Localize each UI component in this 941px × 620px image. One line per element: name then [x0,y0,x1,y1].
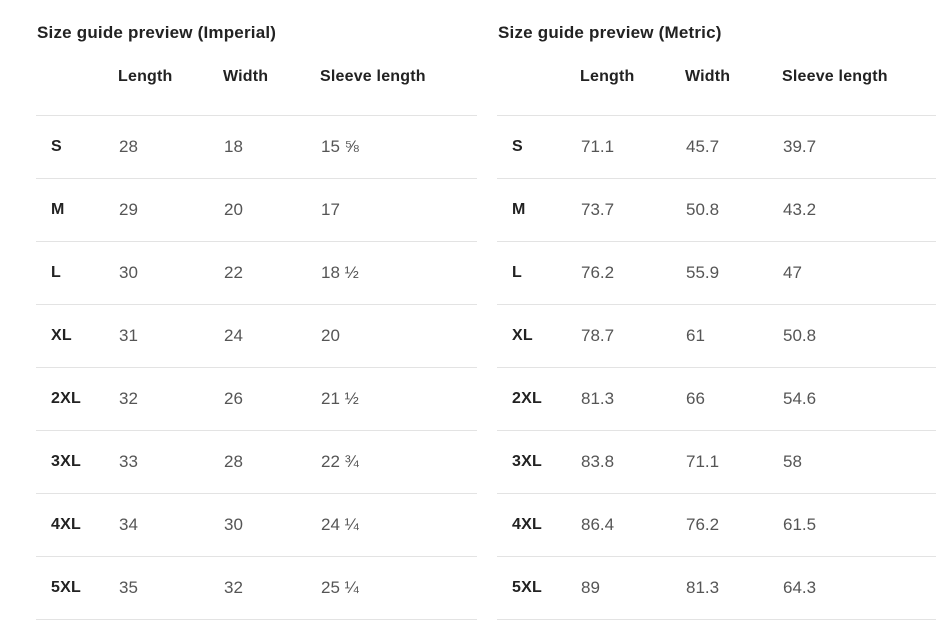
column-header-sleeve-length: Sleeve length [320,68,477,116]
column-header-width: Width [685,68,782,116]
cell-length: 86.4 [580,493,685,557]
cell-sleeve: 22 ¾ [320,430,477,494]
table-row: L 76.2 55.9 47 [497,241,936,305]
size-label: 5XL [497,556,580,620]
table-row: S 71.1 45.7 39.7 [497,115,936,179]
header-row: Length Width Sleeve length [36,68,477,116]
table-row: 5XL 35 32 25 ¼ [36,556,477,620]
cell-width: 71.1 [685,430,782,494]
cell-sleeve: 61.5 [782,493,936,557]
cell-width: 76.2 [685,493,782,557]
table-title-metric: Size guide preview (Metric) [498,23,722,42]
cell-length: 31 [118,304,223,368]
cell-sleeve: 50.8 [782,304,936,368]
cell-length: 76.2 [580,241,685,305]
cell-sleeve: 43.2 [782,178,936,242]
cell-width: 26 [223,367,320,431]
table-row: 2XL 32 26 21 ½ [36,367,477,431]
cell-width: 45.7 [685,115,782,179]
table-row: 3XL 33 28 22 ¾ [36,430,477,494]
cell-sleeve: 18 ½ [320,241,477,305]
table-row: 2XL 81.3 66 54.6 [497,367,936,431]
cell-length: 89 [580,556,685,620]
size-label: XL [36,304,118,368]
size-label: 4XL [497,493,580,557]
cell-width: 22 [223,241,320,305]
column-header-width: Width [223,68,320,116]
header-row: Length Width Sleeve length [497,68,936,116]
size-label: 2XL [36,367,118,431]
size-label: 2XL [497,367,580,431]
size-label: S [36,115,118,179]
cell-width: 32 [223,556,320,620]
cell-width: 66 [685,367,782,431]
table-row: M 73.7 50.8 43.2 [497,178,936,242]
table-row: S 28 18 15 ⅝ [36,115,477,179]
size-label: 5XL [36,556,118,620]
cell-sleeve: 15 ⅝ [320,115,477,179]
table-row: 3XL 83.8 71.1 58 [497,430,936,494]
cell-sleeve: 21 ½ [320,367,477,431]
cell-sleeve: 64.3 [782,556,936,620]
size-label: 4XL [36,493,118,557]
cell-sleeve: 54.6 [782,367,936,431]
cell-width: 28 [223,430,320,494]
size-label: M [497,178,580,242]
cell-sleeve: 17 [320,178,477,242]
size-table-imperial: Size guide preview (Imperial) Length Wid… [36,23,477,620]
size-label: M [36,178,118,242]
cell-sleeve: 20 [320,304,477,368]
cell-width: 30 [223,493,320,557]
table-row: 4XL 34 30 24 ¼ [36,493,477,557]
column-header-length: Length [118,68,223,116]
cell-length: 73.7 [580,178,685,242]
cell-sleeve: 25 ¼ [320,556,477,620]
cell-sleeve: 58 [782,430,936,494]
size-label: L [497,241,580,305]
table-row: L 30 22 18 ½ [36,241,477,305]
table-row: XL 31 24 20 [36,304,477,368]
cell-length: 33 [118,430,223,494]
cell-length: 83.8 [580,430,685,494]
cell-length: 35 [118,556,223,620]
cell-length: 71.1 [580,115,685,179]
cell-width: 50.8 [685,178,782,242]
cell-length: 29 [118,178,223,242]
cell-width: 24 [223,304,320,368]
size-label: S [497,115,580,179]
table-row: XL 78.7 61 50.8 [497,304,936,368]
cell-length: 34 [118,493,223,557]
cell-length: 32 [118,367,223,431]
cell-sleeve: 39.7 [782,115,936,179]
cell-width: 20 [223,178,320,242]
table-row: 5XL 89 81.3 64.3 [497,556,936,620]
cell-width: 81.3 [685,556,782,620]
cell-length: 30 [118,241,223,305]
cell-length: 81.3 [580,367,685,431]
size-column-header [36,68,118,116]
cell-width: 55.9 [685,241,782,305]
size-label: 3XL [497,430,580,494]
metric-table: Length Width Sleeve length S 71.1 45.7 39.7… [497,68,936,620]
size-column-header [497,68,580,116]
table-row: M 29 20 17 [36,178,477,242]
size-table-metric: Size guide preview (Metric) Length Width… [497,23,936,620]
size-label: L [36,241,118,305]
table-row: 4XL 86.4 76.2 61.5 [497,493,936,557]
cell-length: 28 [118,115,223,179]
table-title-imperial: Size guide preview (Imperial) [37,23,277,42]
cell-sleeve: 24 ¼ [320,493,477,557]
imperial-table: Length Width Sleeve length S 28 18 15 ⅝ M 29 2… [36,68,477,620]
size-label: XL [497,304,580,368]
cell-sleeve: 47 [782,241,936,305]
column-header-length: Length [580,68,685,116]
column-header-sleeve-length: Sleeve length [782,68,936,116]
cell-length: 78.7 [580,304,685,368]
cell-width: 61 [685,304,782,368]
size-label: 3XL [36,430,118,494]
cell-width: 18 [223,115,320,179]
